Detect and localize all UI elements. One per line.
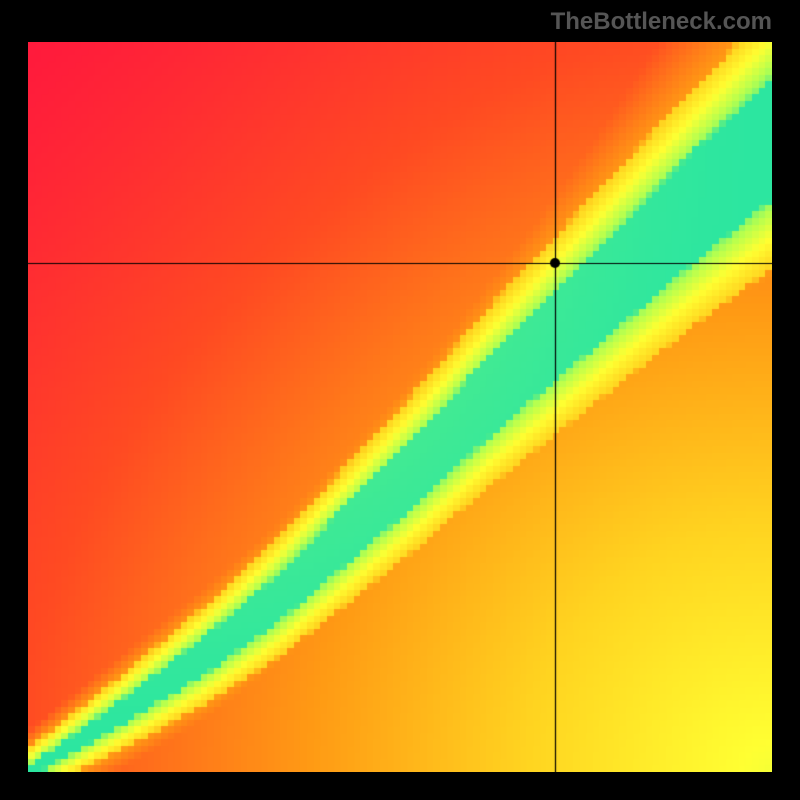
bottleneck-heatmap bbox=[28, 42, 772, 772]
watermark-text: TheBottleneck.com bbox=[551, 8, 772, 36]
root: TheBottleneck.com bbox=[0, 0, 800, 800]
